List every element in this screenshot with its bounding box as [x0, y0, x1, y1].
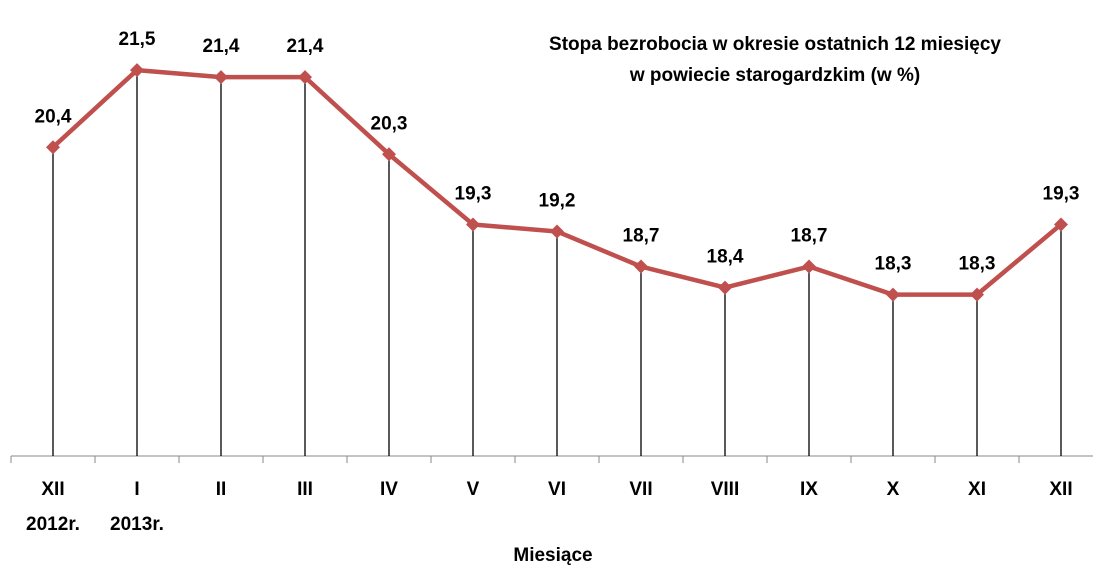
marker [130, 63, 144, 78]
x-tick-label: XII [1049, 479, 1072, 500]
x-tick-label: II [216, 479, 227, 500]
marker [886, 287, 900, 302]
x-tick-label: VIII [711, 479, 740, 500]
data-label: 18,3 [875, 254, 912, 275]
marker [382, 147, 396, 162]
data-label: 21,4 [203, 36, 240, 57]
x-tick-label: IV [380, 479, 398, 500]
marker [46, 140, 60, 155]
x-tick-label: VII [629, 479, 652, 500]
marker [1054, 217, 1068, 232]
x-tick-label: XII [41, 479, 64, 500]
marker [634, 259, 648, 274]
marker [970, 287, 984, 302]
x-tick-label: X [887, 479, 900, 500]
chart-title: w powiecie starogardzkim (w %) [629, 65, 920, 86]
data-label: 21,4 [287, 36, 324, 57]
x-tick-label: III [297, 479, 313, 500]
x-tick-year: 2012r. [26, 514, 80, 535]
data-label: 18,4 [707, 247, 744, 268]
marker [466, 217, 480, 232]
data-label: 19,3 [455, 183, 492, 204]
data-label: 20,4 [35, 106, 72, 127]
x-tick-label: V [467, 479, 480, 500]
data-label: 18,7 [623, 226, 660, 247]
data-label: 18,3 [959, 254, 996, 275]
marker [802, 259, 816, 274]
x-tick-label: IX [800, 479, 818, 500]
data-label: 19,2 [539, 190, 576, 211]
x-axis-label: Miesiące [513, 545, 592, 566]
x-tick-label: I [134, 479, 139, 500]
chart-title: Stopa bezrobocia w okresie ostatnich 12 … [549, 34, 1001, 55]
data-label: 19,3 [1043, 183, 1080, 204]
marker [214, 70, 228, 85]
data-label: 21,5 [119, 29, 156, 50]
marker [550, 224, 564, 239]
data-label: 20,3 [371, 113, 408, 134]
marker [718, 280, 732, 295]
x-tick-label: XI [968, 479, 986, 500]
marker [298, 70, 312, 85]
x-tick-year: 2013r. [110, 514, 164, 535]
x-tick-label: VI [548, 479, 566, 500]
data-label: 18,7 [791, 226, 828, 247]
